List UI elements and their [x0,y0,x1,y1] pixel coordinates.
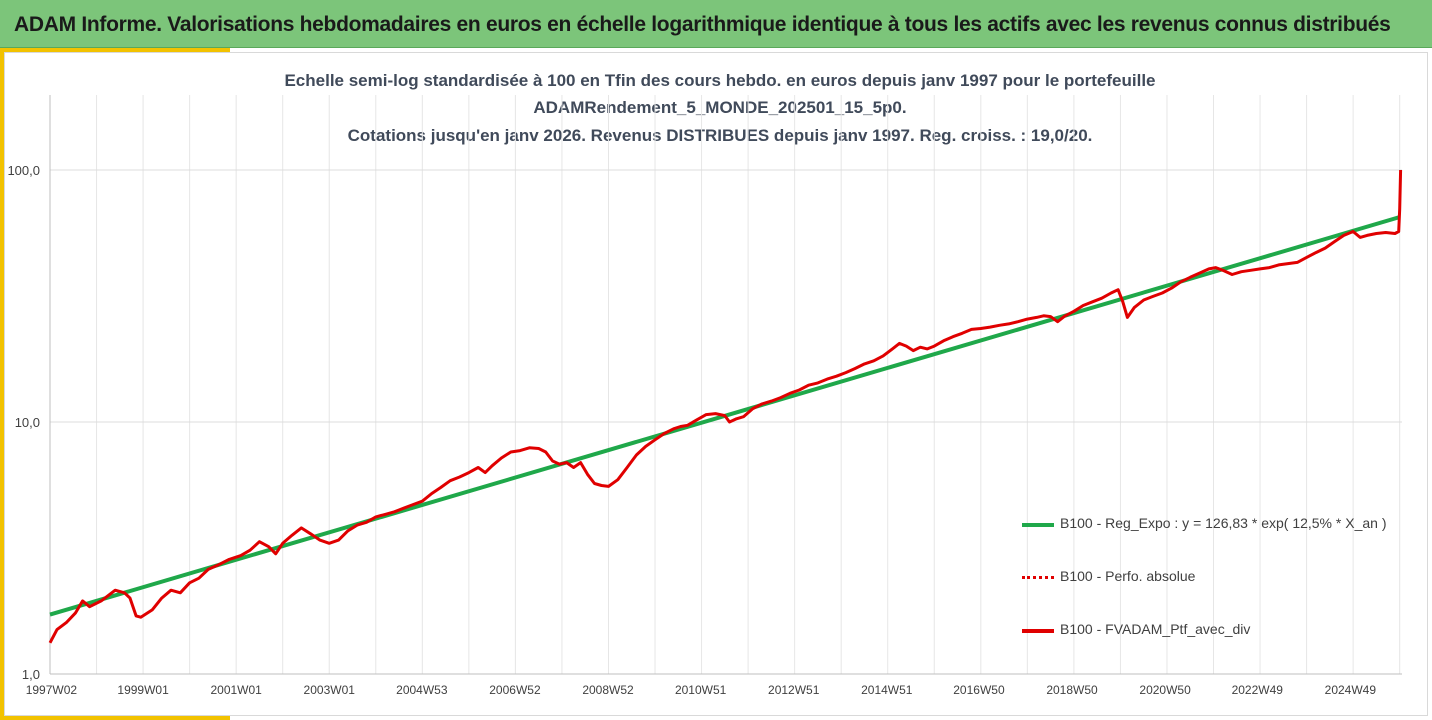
legend-swatch-dotted-red [1022,576,1054,579]
legend-label: B100 - FVADAM_Ptf_avec_div [1060,621,1251,637]
accent-bar-bottom [0,716,230,720]
chart-title-line-2: ADAMRendement_5_MONDE_202501_15_5p0. [533,98,907,117]
chart-frame [4,52,1428,716]
x-tick-label: 2010W51 [675,683,727,697]
report-title: ADAM Informe. Valorisations hebdomadaire… [14,13,1391,36]
chart-title-line-1: Echelle semi-log standardisée à 100 en T… [284,71,1156,90]
x-tick-label: 2008W52 [582,683,634,697]
portfolio-line [48,169,1403,644]
accent-bar-left [0,48,4,720]
report-title-banner: ADAM Informe. Valorisations hebdomadaire… [0,0,1432,48]
y-tick-label: 1,0 [22,667,40,682]
x-tick-label: 2004W53 [396,683,448,697]
x-tick-label: 2022W49 [1232,683,1284,697]
x-tick-label: 2016W50 [953,683,1005,697]
x-tick-label: 2006W52 [489,683,541,697]
x-tick-label: 2003W01 [304,683,356,697]
chart-title-line-3: Cotations jusqu'en janv 2026. Revenus DI… [347,126,1093,145]
x-tick-label: 2020W50 [1139,683,1191,697]
x-tick-label: 2024W49 [1325,683,1377,697]
x-tick-label: 2014W51 [861,683,913,697]
legend-label: B100 - Reg_Expo : y = 126,83 * exp( 12,5… [1060,515,1387,531]
x-tick-label: 2001W01 [210,683,262,697]
x-tick-label: 2012W51 [768,683,820,697]
x-tick-label: 2018W50 [1046,683,1098,697]
legend-label: B100 - Perfo. absolue [1060,568,1196,584]
x-tick-label: 1997W02 [26,683,78,697]
y-tick-label: 10,0 [15,415,40,430]
accent-bar-top [0,48,230,52]
x-tick-label: 1999W01 [117,683,169,697]
y-tick-label: 100,0 [7,163,40,178]
legend-swatch-solid-green [1022,523,1054,527]
legend-swatch-solid-red [1022,629,1054,633]
